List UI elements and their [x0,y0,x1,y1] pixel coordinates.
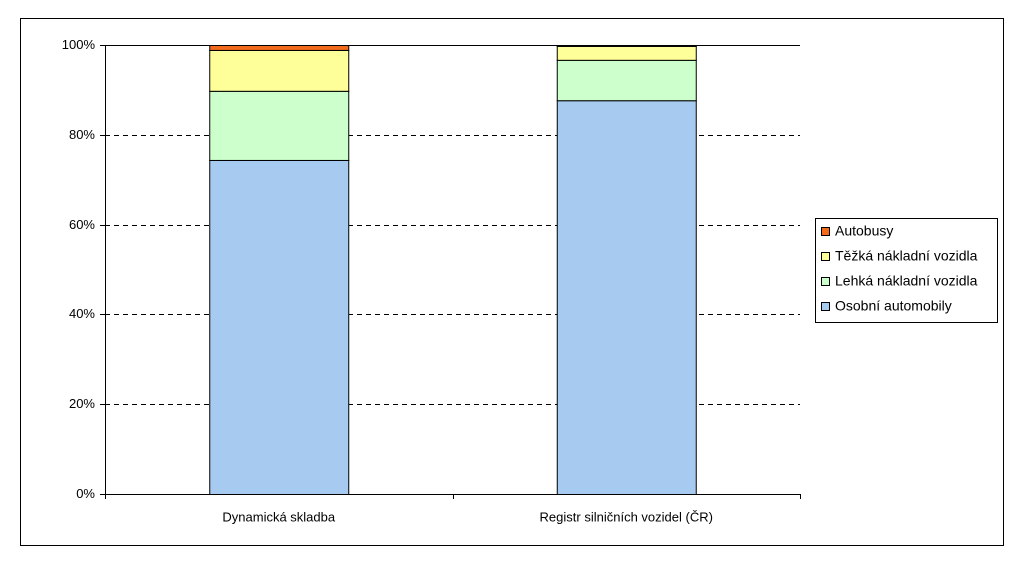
legend-swatch [821,277,830,286]
x-tick-label: Dynamická skladba [222,509,335,524]
bar-segment [209,49,350,92]
x-tick-label: Registr silničních vozidel (ČR) [540,509,713,524]
legend-swatch [821,302,830,311]
bar-segment [209,159,350,495]
y-tick-label: 20% [69,396,95,411]
bar-segment [556,45,697,47]
legend-swatch [821,252,830,261]
bar-segment [556,59,697,102]
bar-segment [556,100,697,496]
legend-label: Lehká nákladní vozidla [835,273,978,289]
legend-swatch [821,227,830,236]
y-tick-label: 80% [69,127,95,142]
y-tick-label: 0% [76,486,95,501]
legend-box [815,218,998,323]
y-tick-label: 100% [62,37,96,52]
bar-segment [556,45,697,61]
y-tick-label: 60% [69,217,95,232]
legend-label: Osobní automobily [835,298,952,314]
bar-segment [209,45,350,51]
legend-label: Autobusy [835,223,893,239]
y-tick-label: 40% [69,306,95,321]
bar-segment [209,90,350,161]
legend-label: Těžká nákladní vozidla [835,248,978,264]
